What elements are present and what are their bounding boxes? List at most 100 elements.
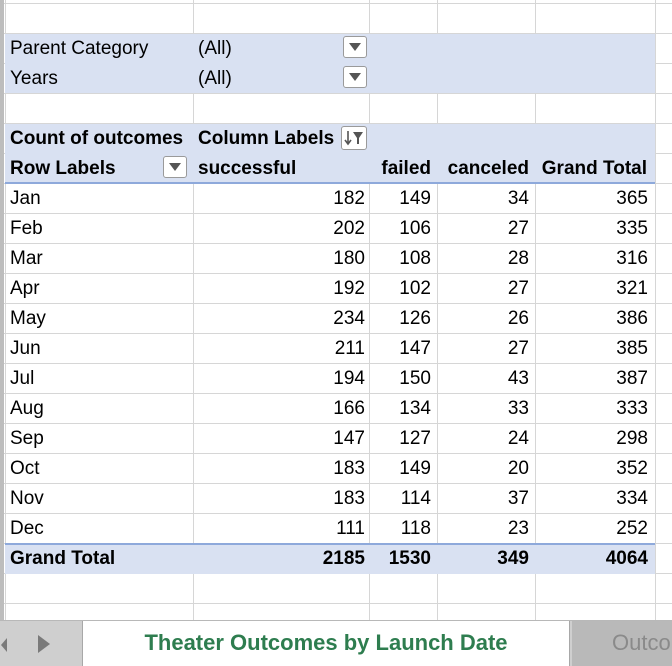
value-cell-canceled[interactable]: 34 [507,188,529,209]
row-label-feb[interactable]: Feb [10,218,43,239]
row-label-jan[interactable]: Jan [10,188,41,209]
value-cell-grand-total[interactable]: 365 [616,188,648,209]
column-header-successful: successful [198,158,297,179]
value-cell-failed[interactable]: 127 [399,428,431,449]
value-cell-grand-total[interactable]: 385 [616,338,648,359]
value-cell-grand-total[interactable]: 335 [616,218,648,239]
filter-label-years: Years [10,68,58,89]
value-cell-canceled[interactable]: 24 [507,428,529,449]
grand-total-row-label: Grand Total [10,548,116,569]
value-cell-successful[interactable]: 202 [333,218,365,239]
grid-row-line [0,513,672,514]
filter-area-background [5,34,655,93]
value-cell-grand-total[interactable]: 386 [616,308,648,329]
value-cell-canceled[interactable]: 26 [507,308,529,329]
value-cell-failed[interactable]: 149 [399,188,431,209]
value-cell-canceled[interactable]: 33 [507,398,529,419]
value-cell-grand-total[interactable]: 387 [616,368,648,389]
column-header-grand-total: Grand Total [541,158,647,179]
row-label-mar[interactable]: Mar [10,248,43,269]
grid-column-line [5,0,6,620]
value-cell-failed[interactable]: 118 [400,518,431,539]
value-cell-failed[interactable]: 102 [399,278,431,299]
value-cell-successful[interactable]: 180 [333,248,365,269]
row-labels-filter-dropdown[interactable] [163,156,187,178]
value-cell-grand-total[interactable]: 334 [616,488,648,509]
row-label-aug[interactable]: Aug [10,398,44,419]
tab-scroll-right-icon[interactable] [34,633,54,655]
column-header-failed: failed [381,158,431,179]
row-label-dec[interactable]: Dec [10,518,44,539]
sort-filter-icon [344,131,363,146]
grand-total-canceled[interactable]: 349 [497,548,529,569]
grid-row-line [0,423,672,424]
spreadsheet-grid[interactable]: Parent Category (All) Years (All) Count … [0,0,672,620]
value-cell-successful[interactable]: 194 [333,368,365,389]
pivot-value-field-label: Count of outcomes [10,128,184,149]
grid-row-line [0,483,672,484]
value-cell-grand-total[interactable]: 316 [616,248,648,269]
grand-total-rule [5,543,655,545]
grid-row-line [0,333,672,334]
value-cell-grand-total[interactable]: 298 [616,428,648,449]
value-cell-canceled[interactable]: 23 [507,518,529,539]
pivot-header-rule [5,182,655,184]
tab-scroll-left-icon[interactable] [0,635,8,655]
value-cell-grand-total[interactable]: 321 [616,278,648,299]
sheet-tab-next[interactable]: Outco [572,621,672,666]
grand-total-failed[interactable]: 1530 [388,548,431,569]
value-cell-successful[interactable]: 192 [333,278,365,299]
grid-row-line [0,363,672,364]
value-cell-canceled[interactable]: 43 [507,368,529,389]
filter-value-parent-category[interactable]: (All) [198,38,232,59]
filter-dropdown-parent-category[interactable] [343,36,367,58]
chevron-down-icon [169,163,181,171]
value-cell-failed[interactable]: 150 [399,368,431,389]
sheet-tab-active[interactable]: Theater Outcomes by Launch Date [82,621,570,666]
grand-total-background [5,544,655,574]
row-label-sep[interactable]: Sep [10,428,44,449]
value-cell-canceled[interactable]: 28 [507,248,529,269]
filter-dropdown-years[interactable] [343,66,367,88]
value-cell-failed[interactable]: 106 [399,218,431,239]
value-cell-successful[interactable]: 182 [333,188,365,209]
grid-row-line [0,303,672,304]
value-cell-failed[interactable]: 126 [399,308,431,329]
value-cell-grand-total[interactable]: 352 [616,458,648,479]
grand-total-successful[interactable]: 2185 [322,548,365,569]
filter-value-years[interactable]: (All) [198,68,232,89]
value-cell-failed[interactable]: 108 [399,248,431,269]
value-cell-canceled[interactable]: 20 [507,458,529,479]
value-cell-successful[interactable]: 111 [336,518,365,539]
column-labels-filter-button[interactable] [341,126,367,150]
pivot-column-labels-header: Column Labels [198,128,335,149]
value-cell-successful[interactable]: 234 [333,308,365,329]
value-cell-failed[interactable]: 149 [399,458,431,479]
value-cell-failed[interactable]: 134 [399,398,431,419]
filter-label-parent-category: Parent Category [10,38,149,59]
value-cell-successful[interactable]: 211 [334,338,365,359]
value-cell-canceled[interactable]: 27 [507,338,529,359]
value-cell-successful[interactable]: 183 [333,488,365,509]
value-cell-successful[interactable]: 183 [333,458,365,479]
grand-total-overall[interactable]: 4064 [605,548,648,569]
value-cell-successful[interactable]: 147 [333,428,365,449]
row-label-may[interactable]: May [10,308,46,329]
row-label-oct[interactable]: Oct [10,458,40,479]
grid-row-line [0,453,672,454]
pivot-header-background [5,124,655,183]
value-cell-grand-total[interactable]: 252 [616,518,648,539]
grid-row-line [0,3,672,4]
row-label-nov[interactable]: Nov [10,488,44,509]
value-cell-canceled[interactable]: 27 [507,218,529,239]
row-label-apr[interactable]: Apr [10,278,40,299]
value-cell-successful[interactable]: 166 [333,398,365,419]
value-cell-failed[interactable]: 147 [399,338,431,359]
row-label-jun[interactable]: Jun [10,338,41,359]
value-cell-grand-total[interactable]: 333 [616,398,648,419]
column-header-canceled: canceled [447,158,529,179]
value-cell-canceled[interactable]: 37 [507,488,529,509]
value-cell-failed[interactable]: 114 [400,488,431,509]
row-label-jul[interactable]: Jul [10,368,35,389]
value-cell-canceled[interactable]: 27 [507,278,529,299]
